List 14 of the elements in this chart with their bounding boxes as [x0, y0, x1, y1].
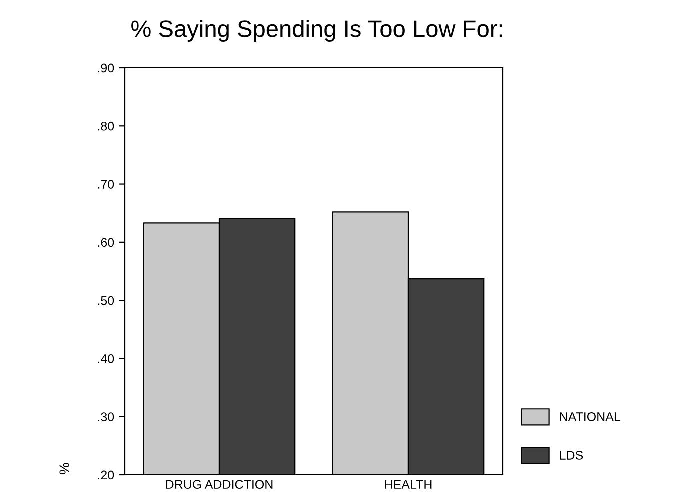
x-tick-label: DRUG ADDICTION: [166, 480, 273, 490]
y-tick-label: .60: [98, 238, 114, 248]
y-tick-label: .80: [98, 122, 114, 131]
y-tick-label: .20: [98, 470, 114, 480]
y-tick-label: .30: [98, 412, 114, 422]
y-axis-title: %: [60, 463, 70, 475]
legend-label: NATIONAL: [560, 412, 620, 422]
y-tick-label: .70: [98, 180, 114, 189]
y-tick-label: .90: [98, 64, 114, 73]
y-tick-label: .50: [98, 296, 114, 306]
y-tick-label: .40: [98, 354, 114, 364]
legend-label: LDS: [560, 451, 584, 460]
x-tick-label: HEALTH: [385, 480, 432, 489]
chart-title: % Saying Spending Is Too Low For:: [132, 20, 502, 42]
